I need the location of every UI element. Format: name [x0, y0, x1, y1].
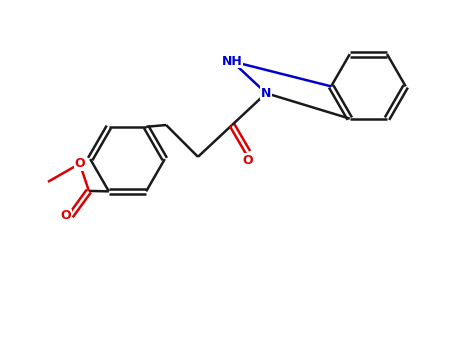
Text: O: O — [243, 154, 253, 167]
Text: O: O — [75, 157, 85, 170]
Text: N: N — [261, 87, 271, 100]
Text: NH: NH — [222, 55, 243, 68]
Text: O: O — [61, 209, 71, 222]
